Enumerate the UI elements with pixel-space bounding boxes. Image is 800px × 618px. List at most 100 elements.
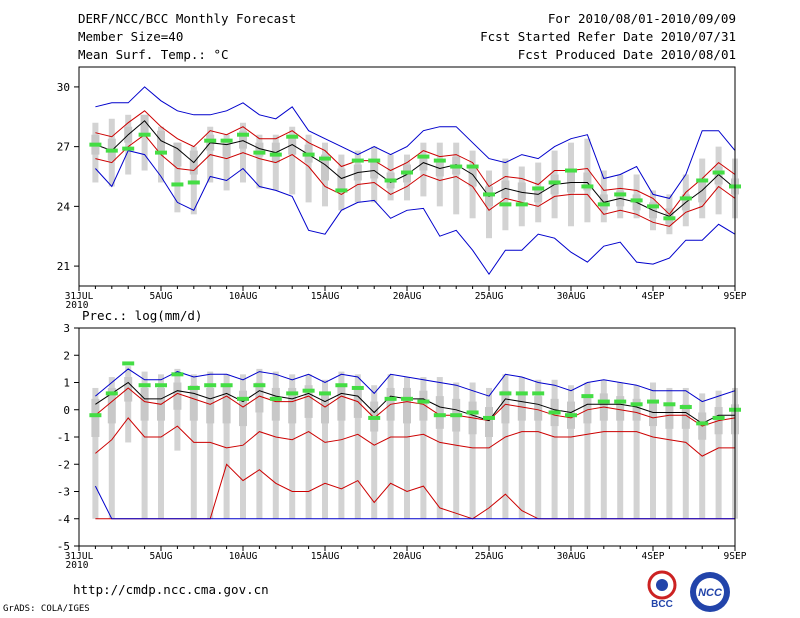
panel-1-observed-mark <box>187 180 200 185</box>
panel-1-box <box>305 134 312 203</box>
panel-2-xtick-year: 2010 <box>66 560 89 571</box>
panel-1-observed-mark <box>663 216 676 221</box>
panel-1-box-core <box>714 166 723 185</box>
panel-1-box-core <box>255 142 264 157</box>
panel-2-observed-mark <box>450 413 463 418</box>
panel-2-observed-mark <box>171 372 184 377</box>
panel-1-box-core <box>698 182 707 203</box>
panel-2-box-core <box>419 390 428 421</box>
panel-2-xtick-label: 4SEP <box>642 551 665 562</box>
panel-2-observed-mark <box>351 385 364 390</box>
panel-1-observed-mark <box>237 132 249 137</box>
panel-1-xtick-label: 5AUG <box>150 291 173 302</box>
panel-1-series-lower <box>95 134 736 227</box>
panel-1-observed-mark <box>630 198 643 203</box>
panel-2-xtick-label: 25AUG <box>475 551 504 562</box>
panel-1-observed-mark <box>466 164 479 169</box>
panel-2-observed-mark <box>581 394 594 399</box>
panel-2-box <box>584 382 591 519</box>
panel-2-box-core <box>632 398 641 421</box>
forecast-start-date: Fcst Started Refer Date 2010/07/31 <box>480 29 736 44</box>
panel-1-box-core <box>222 138 231 157</box>
panel-1-box <box>141 114 148 171</box>
bcc-logo-text: BCC <box>651 599 673 610</box>
panel-1-observed-mark <box>269 152 282 157</box>
panel-2-box <box>600 379 607 519</box>
panel-2-ytick-label: 2 <box>63 349 70 362</box>
footer-url[interactable]: http://cmdp.ncc.cma.gov.cn <box>73 582 269 597</box>
ncc-logo: NCC <box>690 572 730 612</box>
panel-1-box <box>174 142 181 213</box>
panel-1-xtick-label: 10AUG <box>229 291 258 302</box>
panel-2-box <box>158 374 164 519</box>
chart-title: DERF/NCC/BCC Monthly Forecast <box>78 11 297 26</box>
panel-1-ytick-label: 24 <box>57 200 71 213</box>
panel-1-xtick-label: 20AUG <box>393 291 422 302</box>
panel-1-xtick-label: 31JUL <box>65 291 94 302</box>
panel-2-ytick-label: 0 <box>63 404 70 417</box>
forecast-period: For 2010/08/01-2010/09/09 <box>547 11 736 26</box>
panel-1-box-core <box>173 142 182 167</box>
panel-1-observed-mark <box>532 186 545 191</box>
panel-2-series-upper <box>95 387 736 427</box>
panel-1-observed-mark <box>319 156 331 161</box>
panel-2-ytick-label: 3 <box>63 322 70 335</box>
panel-1-observed-mark <box>647 204 659 209</box>
panel-2-series-lower <box>95 417 735 457</box>
panel-2-observed-mark <box>105 391 118 396</box>
panel-2-box-core <box>189 385 198 421</box>
panel-2-ytick-label: -4 <box>57 513 71 526</box>
panel-1-box-core <box>583 172 592 191</box>
panel-2-box <box>633 385 640 519</box>
panel-1-observed-mark <box>138 132 151 137</box>
panel-1-box-core <box>337 168 346 191</box>
panel-2-box <box>305 374 312 519</box>
panel-2-box <box>650 382 656 519</box>
panel-2-observed-mark <box>302 388 315 393</box>
panel-2-xtick-label: 10AUG <box>229 551 258 562</box>
panel-1-box <box>256 134 263 189</box>
panel-2-observed-mark <box>614 399 627 404</box>
panel-2-box <box>502 374 509 519</box>
panel-1-observed-mark <box>368 158 381 163</box>
panel-2-box <box>420 377 427 519</box>
panel-2-box <box>371 385 378 519</box>
panel-2-box-core <box>403 387 411 424</box>
panel-1-observed-mark <box>417 154 430 159</box>
panel-1-ytick-label: 27 <box>57 141 70 154</box>
panel-2-observed-mark <box>417 399 430 404</box>
panel-2-box-core <box>353 387 362 418</box>
panel-2-box-core <box>140 387 149 421</box>
panel-2-observed-mark <box>155 383 167 388</box>
panel-1-box-core <box>239 130 247 149</box>
panel-1-box-core <box>517 182 526 201</box>
panel-2-series-max <box>95 368 736 403</box>
panel-2-observed-mark <box>122 361 135 366</box>
panel-2-observed-mark <box>647 399 659 404</box>
panel-2-observed-mark <box>515 391 528 396</box>
panel-1-observed-mark <box>614 192 627 197</box>
panel-2-title: Prec.: log(mm/d) <box>82 308 202 323</box>
panel-1-observed-mark <box>712 170 725 175</box>
panel-1-observed-mark <box>122 146 135 151</box>
panel-1-ytick-label: 30 <box>57 81 70 94</box>
panel-1-xtick-label: 15AUG <box>311 291 340 302</box>
panel-2-box <box>240 374 246 519</box>
panel-1-xtick-year: 2010 <box>66 300 89 311</box>
panel-1-series-max <box>95 86 736 199</box>
panel-2-box <box>338 371 345 519</box>
ncc-logo-text: NCC <box>698 587 723 599</box>
panel-2-observed-mark <box>319 391 331 396</box>
panel-1-observed-mark <box>565 168 577 173</box>
panel-2-observed-mark <box>712 415 725 420</box>
panel-2-box-core <box>649 401 657 427</box>
panel-2-ytick-label: 1 <box>63 377 70 390</box>
panel-2-box <box>354 374 361 519</box>
panel-2-observed-mark <box>286 391 299 396</box>
panel-1-observed-mark <box>597 202 610 207</box>
panel-2-observed-mark <box>565 413 577 418</box>
panel-1-box <box>223 134 230 191</box>
panel-2-observed-mark <box>483 415 495 420</box>
panel-1-observed-mark <box>253 150 266 155</box>
panel-1-series-upper <box>95 110 736 216</box>
